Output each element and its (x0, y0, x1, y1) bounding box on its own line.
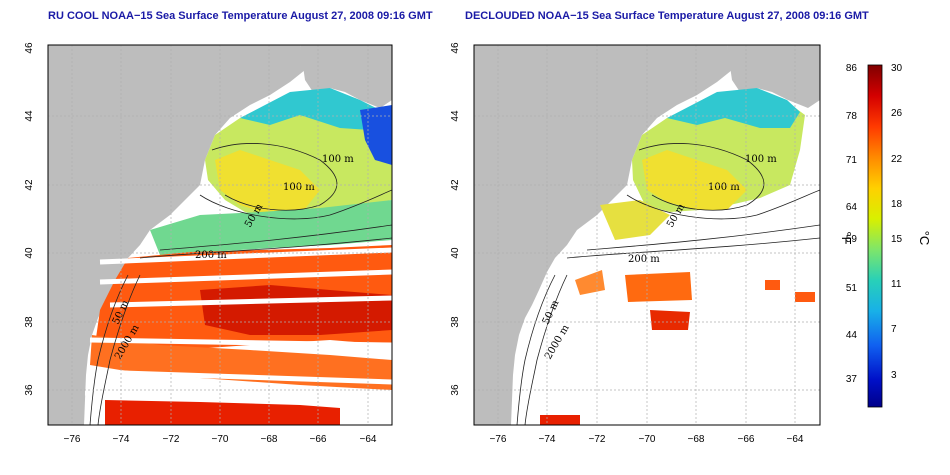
sst-bottom-warm (105, 400, 340, 425)
fahrenheit-tick: 37 (846, 374, 858, 385)
left-map-panel: 100 m 100 m 50 m 200 m 50 m 2000 m −76 −… (24, 42, 393, 445)
sst-edge-patch (575, 270, 605, 295)
sst-warm-patch-1 (625, 272, 692, 302)
sst-warm-patch-4 (795, 292, 815, 302)
lon-tick: −74 (539, 434, 556, 445)
lat-tick: 38 (24, 316, 35, 328)
lat-tick: 42 (450, 179, 461, 191)
land-mass (474, 45, 732, 425)
left-map-title: RU COOL NOAA−15 Sea Surface Temperature … (48, 10, 433, 22)
contour-label-200m: 200 m (628, 254, 660, 265)
contour-label-100m-b: 100 m (708, 182, 740, 193)
lat-tick: 46 (450, 42, 461, 54)
fahrenheit-unit: °F (839, 231, 854, 244)
lat-tick: 44 (450, 110, 461, 122)
sst-south-band (90, 335, 392, 390)
lon-tick: −70 (212, 434, 229, 445)
celsius-tick: 26 (891, 108, 903, 119)
celsius-tick: 22 (891, 154, 903, 165)
sst-cool-coastal (667, 88, 800, 128)
lon-tick: −68 (261, 434, 278, 445)
right-map-panel: 100 m 100 m 50 m 200 m 50 m 2000 m −76 −… (450, 42, 821, 445)
fahrenheit-tick: 86 (846, 63, 858, 74)
lon-tick: −66 (738, 434, 755, 445)
left-lat-ticks: 36 38 40 42 44 46 (24, 42, 35, 396)
right-lat-ticks: 36 38 40 42 44 46 (450, 42, 461, 396)
fahrenheit-tick: 71 (846, 155, 858, 166)
nova-scotia-land (727, 45, 820, 108)
contour-label-100m-a: 100 m (745, 154, 777, 165)
lat-tick: 38 (450, 316, 461, 328)
fahrenheit-tick: 78 (846, 111, 858, 122)
celsius-tick: 15 (891, 234, 903, 245)
sst-cool-coastal (240, 88, 380, 130)
lon-tick: −72 (589, 434, 606, 445)
celsius-labels: 30 26 22 18 15 11 7 3 (891, 63, 903, 381)
right-map-title: DECLOUDED NOAA−15 Sea Surface Temperatur… (465, 10, 869, 22)
lon-tick: −68 (688, 434, 705, 445)
contour-label-100m-a: 100 m (322, 154, 354, 165)
grid-lines (48, 45, 392, 425)
lon-tick: −64 (360, 434, 377, 445)
grid-lines (474, 45, 820, 425)
lon-tick: −72 (163, 434, 180, 445)
sst-bottom-warm (540, 415, 580, 425)
temperature-colorbar: 86 78 71 64 59 51 44 37 30 26 22 18 15 1… (839, 63, 932, 408)
land-mass (48, 45, 305, 425)
lat-tick: 36 (450, 384, 461, 396)
lat-tick: 40 (450, 247, 461, 259)
sst-shelf-patch (600, 200, 670, 240)
lon-tick: −76 (490, 434, 507, 445)
right-lon-ticks: −76 −74 −72 −70 −68 −66 −64 (490, 434, 804, 445)
fahrenheit-tick: 44 (846, 330, 858, 341)
lat-tick: 44 (24, 110, 35, 122)
colorbar-gradient (867, 64, 883, 408)
cloud-stripes (84, 247, 392, 400)
fahrenheit-labels: 86 78 71 64 59 51 44 37 (846, 63, 858, 385)
fahrenheit-tick: 59 (846, 234, 858, 245)
bathymetry-contours (516, 143, 820, 425)
lon-tick: −66 (310, 434, 327, 445)
sst-warm-patch-3 (765, 280, 780, 290)
lon-tick: −64 (787, 434, 804, 445)
bathymetry-contours (89, 143, 392, 425)
sst-warm-banks (642, 150, 747, 210)
lon-tick: −76 (64, 434, 81, 445)
fahrenheit-tick: 51 (846, 283, 858, 294)
left-lon-ticks: −76 −74 −72 −70 −68 −66 −64 (64, 434, 377, 445)
fahrenheit-tick: 64 (846, 202, 858, 213)
celsius-tick: 7 (891, 324, 897, 335)
lat-tick: 42 (24, 179, 35, 191)
celsius-tick: 3 (891, 370, 897, 381)
celsius-unit: °C (917, 231, 932, 246)
lat-tick: 40 (24, 247, 35, 259)
lon-tick: −74 (113, 434, 130, 445)
lon-tick: −70 (639, 434, 656, 445)
nova-scotia-land (300, 45, 392, 108)
lat-tick: 46 (24, 42, 35, 54)
sst-warm-banks (215, 150, 320, 215)
lat-tick: 36 (24, 384, 35, 396)
contour-label-100m-b: 100 m (283, 182, 315, 193)
sst-warm-patch-2 (650, 310, 690, 330)
celsius-tick: 18 (891, 199, 903, 210)
celsius-tick: 11 (891, 279, 902, 290)
contour-label-200m: 200 m (195, 250, 227, 261)
sst-shelf (150, 200, 392, 255)
celsius-tick: 30 (891, 63, 903, 74)
sst-blue-edge (360, 105, 392, 165)
